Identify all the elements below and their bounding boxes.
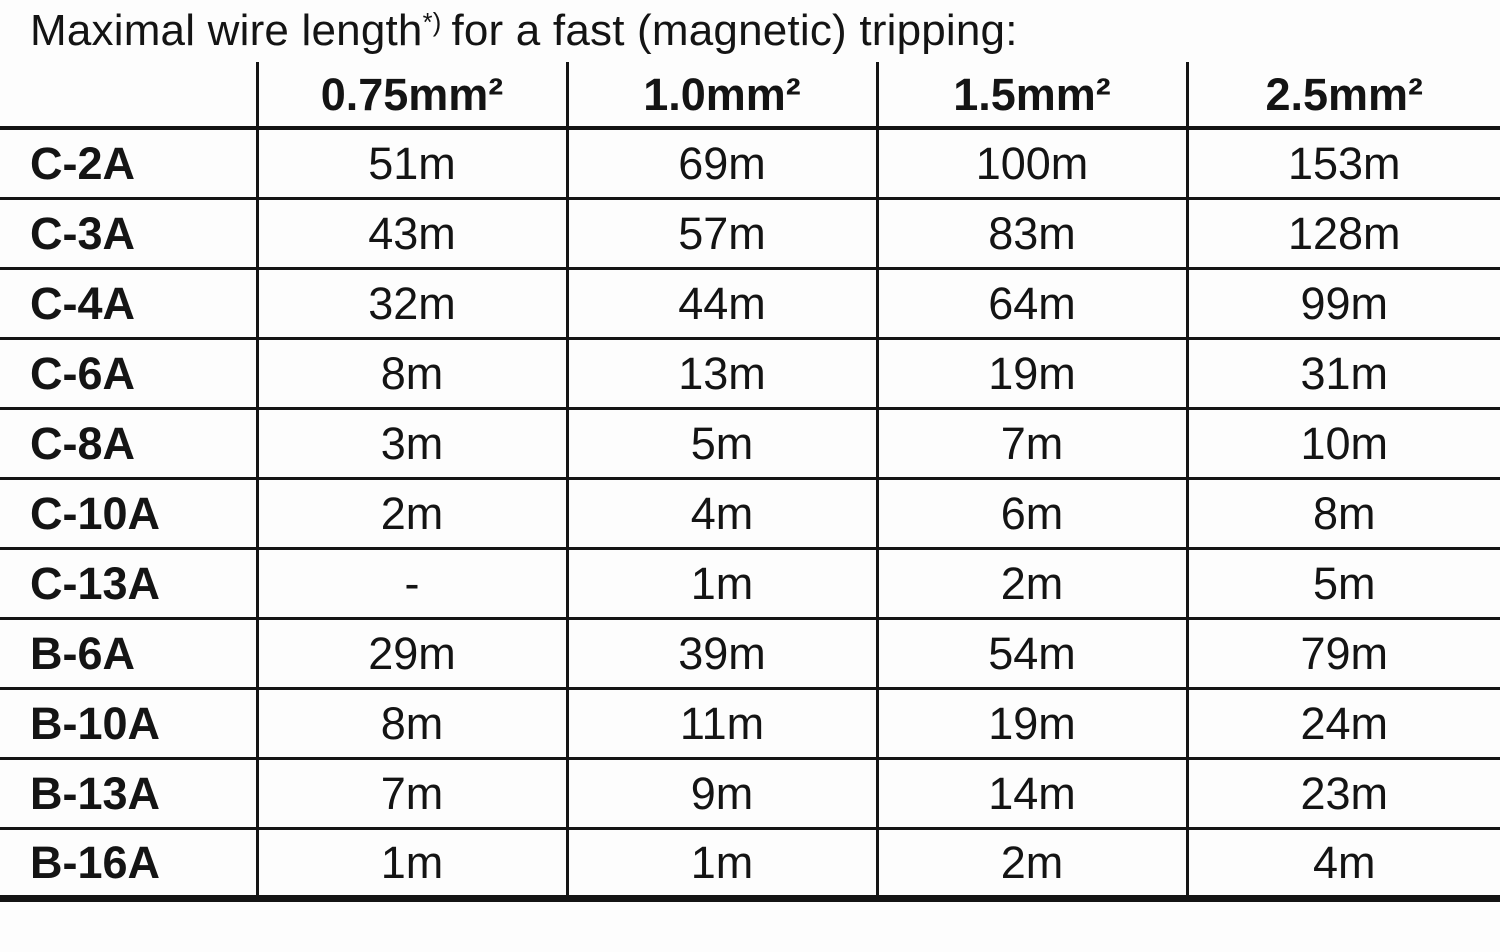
wire-length-cell: 2m (255, 476, 567, 548)
wire-length-cell: 4m (1185, 826, 1500, 902)
wire-length-cell: 5m (1185, 546, 1500, 618)
wire-length-cell: 32m (255, 266, 567, 338)
table-row: B-10A 8m 11m 19m 24m (0, 686, 1500, 758)
wire-length-cell: 83m (875, 196, 1187, 268)
table-body: C-2A 51m 69m 100m 153m C-3A 43m 57m 83m 128m C-4A 3… (0, 126, 1500, 902)
wire-length-cell: 44m (565, 266, 877, 338)
wire-length-cell: 14m (875, 756, 1187, 828)
table-row: C-13A -1m 2m 5m (0, 546, 1500, 618)
row-label-breaker-type: C-2A (0, 126, 257, 198)
wire-length-cell: 64m (875, 266, 1187, 338)
column-header-cross-section: 2.5mm² (1185, 62, 1500, 130)
wire-length-cell: 100m (875, 126, 1187, 198)
wire-length-cell: 4m (565, 476, 877, 548)
table-header: 0.75mm² 1.0mm² 1.5mm² 2.5mm² (0, 62, 1500, 130)
row-label-breaker-type: B-10A (0, 686, 257, 758)
wire-length-cell: - (255, 546, 567, 618)
wire-length-cell: 153m (1185, 126, 1500, 198)
page-title-text: Maximal wire length (30, 6, 423, 55)
table-row: C-4A 32m 44m 64m 99m (0, 266, 1500, 338)
header-row: 0.75mm² 1.0mm² 1.5mm² 2.5mm² (0, 62, 1500, 130)
wire-length-cell: 8m (255, 686, 567, 758)
table-row: C-2A 51m 69m 100m 153m (0, 126, 1500, 198)
table-row: C-8A 3m 5m 7m 10m (0, 406, 1500, 478)
table-row: C-10A 2m 4m 6m 8m (0, 476, 1500, 548)
row-label-breaker-type: B-6A (0, 616, 257, 688)
wire-length-cell: 2m (875, 826, 1187, 902)
wire-length-cell: 24m (1185, 686, 1500, 758)
row-label-breaker-type: C-3A (0, 196, 257, 268)
wire-length-cell: 1m (565, 546, 877, 618)
wire-length-cell: 57m (565, 196, 877, 268)
wire-length-cell: 7m (875, 406, 1187, 478)
wire-length-cell: 8m (255, 336, 567, 408)
table-row: B-16A 1m 1m 2m 4m (0, 826, 1500, 902)
table-row: C-3A 43m 57m 83m 128m (0, 196, 1500, 268)
wire-length-cell: 31m (1185, 336, 1500, 408)
wire-length-cell: 39m (565, 616, 877, 688)
corner-cell (0, 62, 257, 130)
column-header-cross-section: 1.5mm² (875, 62, 1187, 130)
column-header-cross-section: 0.75mm² (255, 62, 567, 130)
wire-length-cell: 1m (255, 826, 567, 902)
table-row: B-13A 7m 9m 14m 23m (0, 756, 1500, 828)
wire-length-cell: 8m (1185, 476, 1500, 548)
table-row: B-6A 29m 39m 54m 79m (0, 616, 1500, 688)
row-label-breaker-type: C-4A (0, 266, 257, 338)
row-label-breaker-type: B-13A (0, 756, 257, 828)
wire-length-cell: 29m (255, 616, 567, 688)
wire-length-cell: 69m (565, 126, 877, 198)
wire-length-cell: 79m (1185, 616, 1500, 688)
wire-length-cell: 9m (565, 756, 877, 828)
wire-length-table: 0.75mm² 1.0mm² 1.5mm² 2.5mm² C-2A 51m 69m 1… (0, 62, 1500, 902)
wire-length-cell: 3m (255, 406, 567, 478)
row-label-breaker-type: C-6A (0, 336, 257, 408)
wire-length-cell: 2m (875, 546, 1187, 618)
wire-length-cell: 23m (1185, 756, 1500, 828)
wire-length-cell: 19m (875, 686, 1187, 758)
wire-length-cell: 43m (255, 196, 567, 268)
wire-length-cell: 13m (565, 336, 877, 408)
wire-length-cell: 51m (255, 126, 567, 198)
wire-length-cell: 5m (565, 406, 877, 478)
wire-length-cell: 11m (565, 686, 877, 758)
wire-length-cell: 10m (1185, 406, 1500, 478)
column-header-cross-section: 1.0mm² (565, 62, 877, 130)
wire-length-cell: 54m (875, 616, 1187, 688)
title-footnote-marker: *) (422, 9, 442, 37)
wire-length-cell: 99m (1185, 266, 1500, 338)
row-label-breaker-type: C-13A (0, 546, 257, 618)
row-label-breaker-type: C-10A (0, 476, 257, 548)
wire-length-cell: 7m (255, 756, 567, 828)
wire-length-cell: 19m (875, 336, 1187, 408)
wire-length-cell: 1m (565, 826, 877, 902)
table-row: C-6A 8m 13m 19m 31m (0, 336, 1500, 408)
page-title: Maximal wire length*) for a fast (magneti… (0, 0, 1500, 62)
wire-length-cell: 128m (1185, 196, 1500, 268)
row-label-breaker-type: C-8A (0, 406, 257, 478)
wire-length-cell: 6m (875, 476, 1187, 548)
row-label-breaker-type: B-16A (0, 826, 257, 902)
page-title-rest: for a fast (magnetic) tripping: (451, 6, 1018, 55)
